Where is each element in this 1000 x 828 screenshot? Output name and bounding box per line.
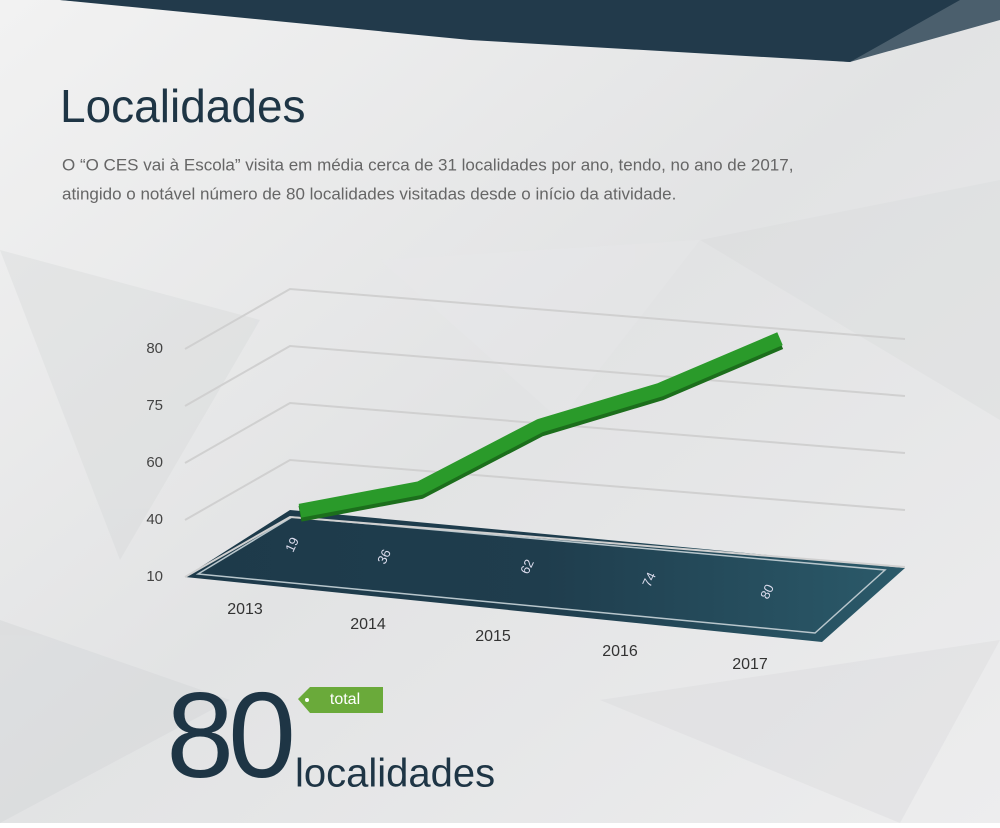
y-tick-label: 80 bbox=[146, 340, 163, 357]
data-label: 19 bbox=[282, 535, 302, 554]
data-label: 74 bbox=[639, 570, 659, 589]
polygons bbox=[0, 180, 1000, 823]
title: Localidades bbox=[60, 80, 306, 132]
unit-label: localidades bbox=[295, 752, 495, 796]
y-tick-label: 75 bbox=[146, 397, 163, 414]
chart: 10 40 60 75 80 2013 19 2014 36 2015 62 2016 74 2017 80 bbox=[146, 287, 906, 673]
tag-hole bbox=[305, 698, 309, 702]
data-line bbox=[298, 332, 783, 518]
data-label: 62 bbox=[517, 557, 537, 576]
grid-line bbox=[184, 458, 906, 521]
chart-floor bbox=[185, 510, 905, 642]
data-label: 36 bbox=[374, 547, 394, 566]
x-tick-label: 2017 bbox=[732, 656, 768, 673]
x-tick-label: 2015 bbox=[475, 628, 511, 645]
y-tick-label: 40 bbox=[146, 511, 163, 528]
x-tick-label: 2014 bbox=[350, 616, 386, 633]
big-number: 80 bbox=[166, 667, 292, 803]
grid-line bbox=[184, 287, 906, 350]
y-tick-label: 60 bbox=[146, 454, 163, 471]
intro-line: atingido o notável número de 80 localida… bbox=[62, 184, 676, 203]
grid-line bbox=[184, 515, 906, 578]
floor-border bbox=[195, 516, 887, 634]
top-band bbox=[60, 0, 960, 62]
intro-line: O “O CES vai à Escola” visita em média c… bbox=[62, 155, 793, 174]
grid-line bbox=[184, 401, 906, 464]
data-label: 80 bbox=[757, 582, 777, 601]
tag-shape bbox=[298, 687, 383, 713]
tag-label: total bbox=[330, 691, 360, 708]
x-tick-label: 2016 bbox=[602, 643, 638, 660]
x-tick-label: 2013 bbox=[227, 601, 263, 618]
y-tick-label: 10 bbox=[146, 568, 163, 585]
